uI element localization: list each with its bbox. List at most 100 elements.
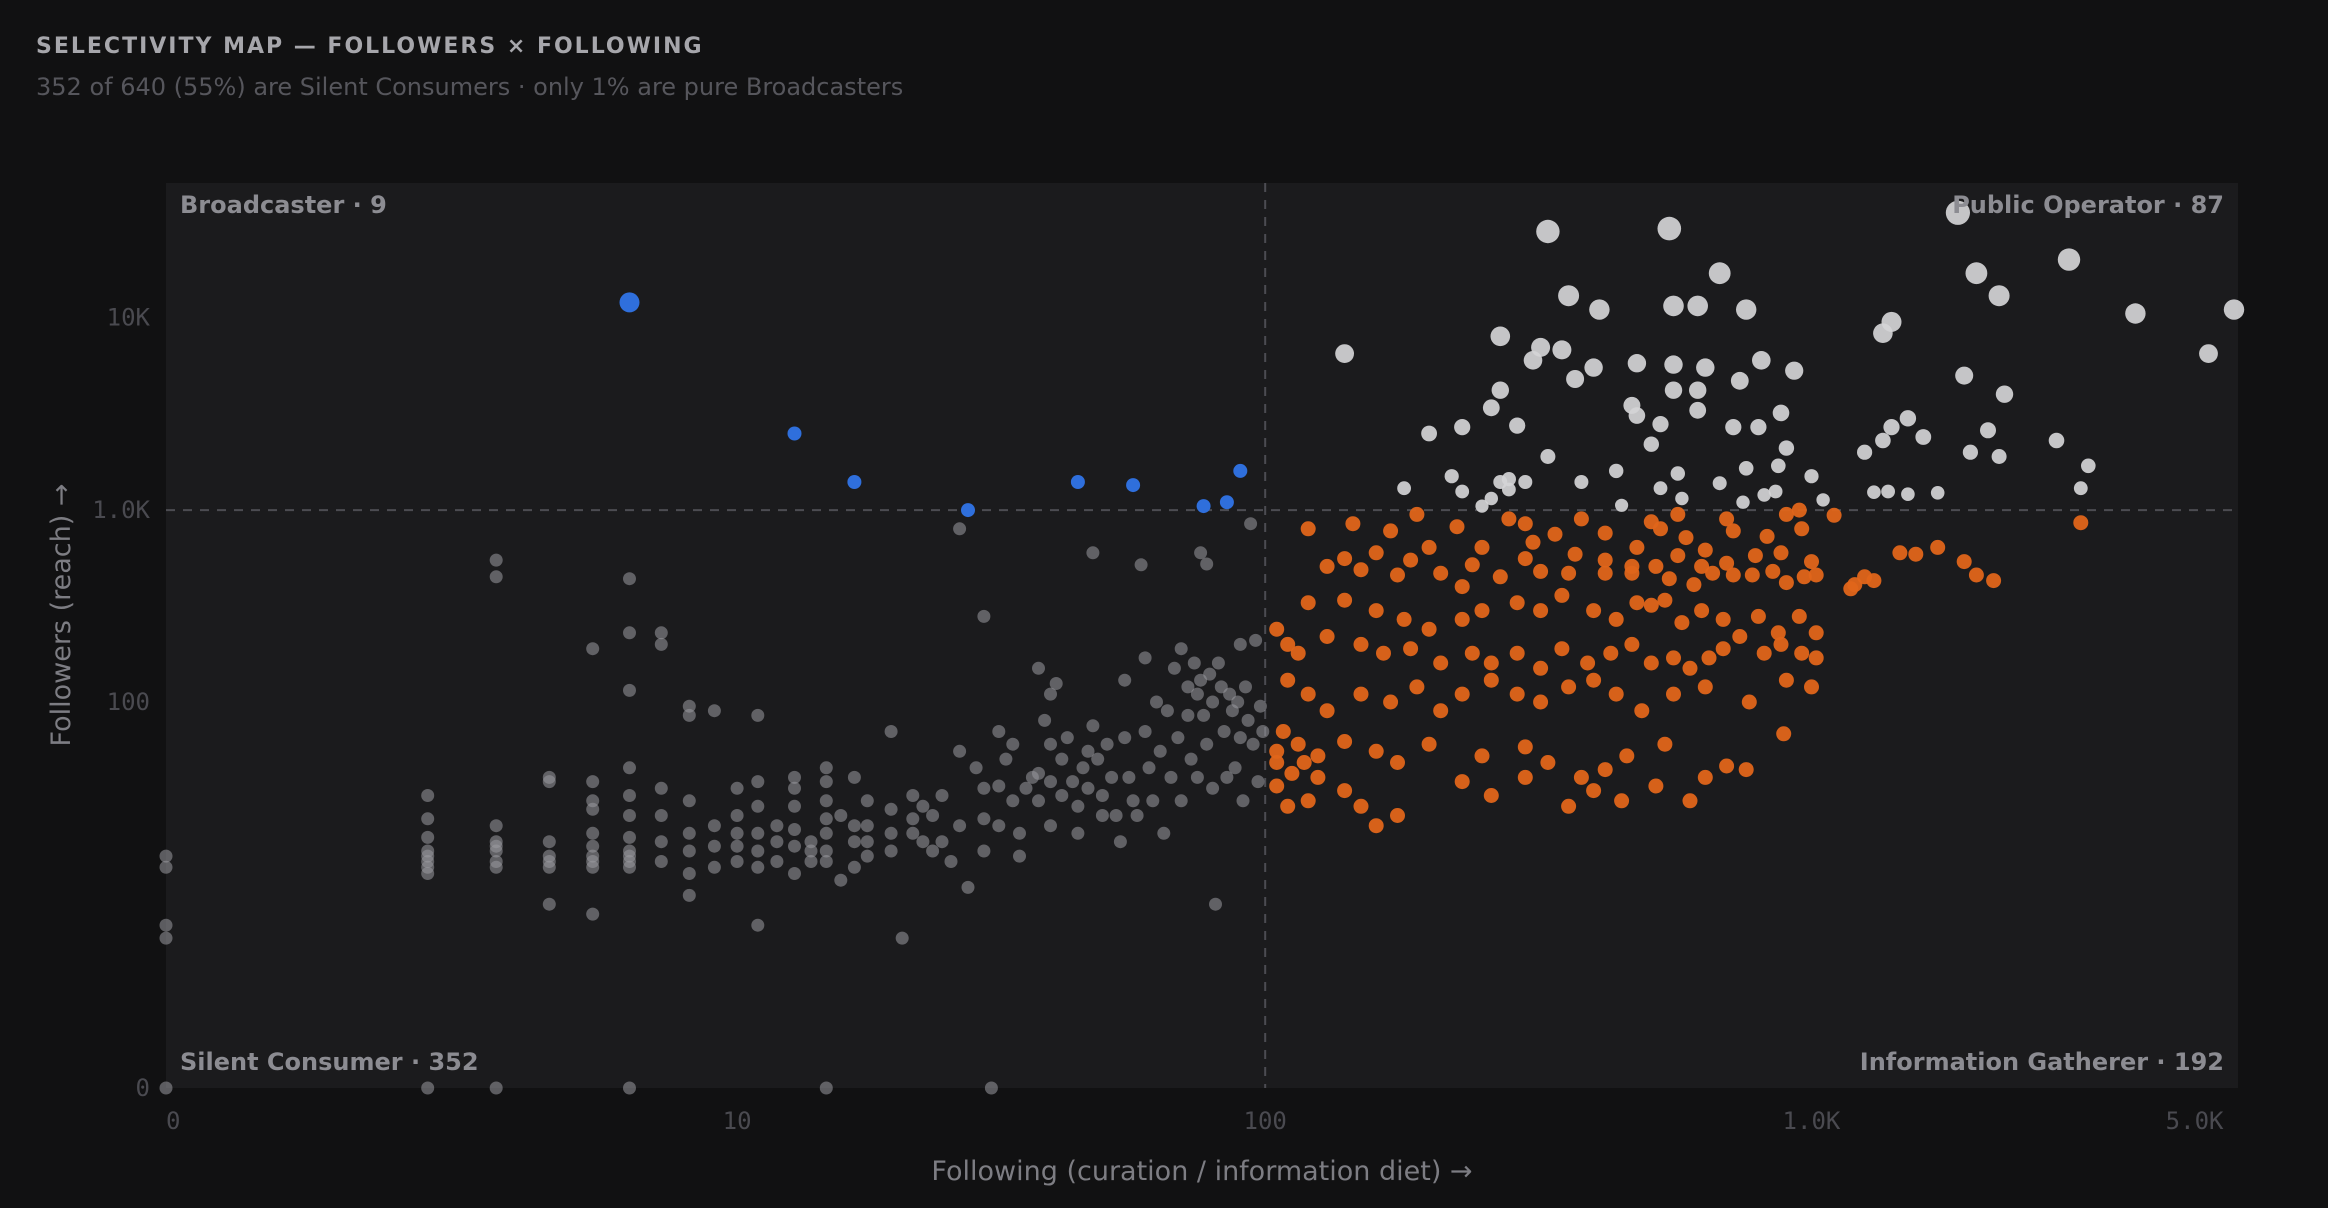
data-point-operator xyxy=(1491,381,1510,399)
data-point-gatherer xyxy=(1794,521,1810,537)
data-point-gatherer xyxy=(1483,788,1499,803)
data-point-gatherer xyxy=(1319,558,1335,574)
data-point-gatherer xyxy=(1624,636,1640,652)
data-point-consumer xyxy=(916,799,930,813)
data-point-gatherer xyxy=(1290,736,1306,752)
data-point-consumer xyxy=(1038,713,1052,727)
data-point-operator xyxy=(2223,299,2245,320)
data-point-consumer xyxy=(1206,695,1220,709)
data-point-gatherer xyxy=(1376,645,1391,661)
data-point-consumer xyxy=(1044,687,1057,701)
data-point-gatherer xyxy=(1290,645,1306,661)
data-point-consumer xyxy=(1241,713,1255,727)
data-point-consumer xyxy=(1223,687,1237,701)
data-point-consumer xyxy=(682,826,696,840)
data-point-consumer xyxy=(623,683,636,697)
data-point-consumer xyxy=(542,897,556,911)
data-point-gatherer xyxy=(1719,555,1735,571)
data-point-consumer xyxy=(1153,744,1167,758)
data-point-operator xyxy=(2048,432,2065,449)
data-point-consumer xyxy=(623,789,636,802)
data-point-operator xyxy=(1901,487,1915,502)
data-point-operator xyxy=(1502,482,1516,497)
plot-background xyxy=(166,183,2238,1088)
data-point-consumer xyxy=(1194,673,1208,687)
data-point-consumer xyxy=(944,855,958,868)
data-point-consumer xyxy=(1118,731,1132,745)
data-point-gatherer xyxy=(1634,703,1650,719)
data-point-consumer xyxy=(489,844,503,858)
data-point-gatherer xyxy=(1547,526,1563,542)
data-point-consumer xyxy=(819,1081,833,1095)
data-point-operator xyxy=(1536,219,1560,244)
data-point-consumer xyxy=(935,835,949,849)
data-point-consumer xyxy=(1086,546,1100,560)
data-point-gatherer xyxy=(1597,762,1613,778)
data-point-gatherer xyxy=(1464,557,1480,573)
data-point-gatherer xyxy=(1597,525,1613,541)
data-point-consumer xyxy=(1076,761,1090,775)
data-point-operator xyxy=(1816,493,1830,507)
data-point-operator xyxy=(1689,401,1707,419)
data-point-consumer xyxy=(682,794,696,808)
data-point-operator xyxy=(1867,485,1881,500)
data-point-consumer xyxy=(1130,809,1144,822)
data-point-gatherer xyxy=(1421,621,1437,637)
data-point-consumer xyxy=(1164,770,1178,784)
data-point-gatherer xyxy=(1648,778,1664,794)
data-point-gatherer xyxy=(1433,655,1449,671)
data-point-operator xyxy=(1628,407,1646,424)
data-point-consumer xyxy=(992,779,1006,793)
data-point-consumer xyxy=(847,835,861,849)
data-point-operator xyxy=(1421,425,1437,442)
data-point-consumer xyxy=(961,880,975,894)
data-point-gatherer xyxy=(1561,565,1577,581)
data-point-consumer xyxy=(1142,761,1156,775)
data-point-gatherer xyxy=(1319,629,1335,644)
data-point-operator xyxy=(1875,432,1891,449)
data-point-consumer xyxy=(542,835,556,849)
data-point-consumer xyxy=(1206,781,1220,795)
data-point-gatherer xyxy=(1533,660,1549,676)
data-point-consumer xyxy=(682,699,696,713)
data-point-operator xyxy=(1627,354,1647,373)
data-point-gatherer xyxy=(1390,755,1405,770)
data-point-consumer xyxy=(623,809,636,822)
data-point-operator xyxy=(1991,449,2007,464)
data-point-consumer xyxy=(489,860,503,874)
data-point-consumer xyxy=(1256,725,1270,738)
data-point-gatherer xyxy=(1756,645,1772,661)
data-point-consumer xyxy=(1197,708,1211,722)
data-point-consumer xyxy=(884,826,898,840)
data-point-gatherer xyxy=(1533,563,1549,579)
data-point-consumer xyxy=(1209,897,1222,911)
data-point-gatherer xyxy=(1337,551,1353,567)
data-point-gatherer xyxy=(1770,625,1786,641)
data-point-consumer xyxy=(1181,680,1195,694)
data-point-consumer xyxy=(586,775,600,789)
data-point-consumer xyxy=(1239,680,1252,694)
data-point-consumer xyxy=(1095,809,1109,822)
data-point-gatherer xyxy=(1826,507,1842,523)
chart-title: SELECTIVITY MAP — FOLLOWERS × FOLLOWING xyxy=(36,34,704,59)
data-point-broadcaster xyxy=(1219,495,1234,510)
data-point-consumer xyxy=(1134,558,1148,572)
data-point-gatherer xyxy=(1269,743,1285,759)
data-point-consumer xyxy=(751,918,765,932)
data-point-broadcaster xyxy=(1070,475,1085,489)
data-point-consumer xyxy=(977,609,991,623)
data-point-gatherer xyxy=(1629,595,1645,611)
data-point-operator xyxy=(1687,295,1708,317)
data-point-consumer xyxy=(623,860,636,874)
data-point-consumer xyxy=(682,888,696,902)
data-point-consumer xyxy=(847,770,861,784)
data-point-consumer xyxy=(992,725,1006,738)
data-point-gatherer xyxy=(1608,686,1624,702)
data-point-consumer xyxy=(788,781,801,795)
x-tick-label: 5.0K xyxy=(2166,1107,2224,1135)
data-point-consumer xyxy=(1167,661,1181,675)
data-point-consumer xyxy=(1233,637,1247,651)
data-point-consumer xyxy=(1081,781,1095,795)
data-point-broadcaster xyxy=(961,503,975,518)
data-point-consumer xyxy=(884,725,898,738)
